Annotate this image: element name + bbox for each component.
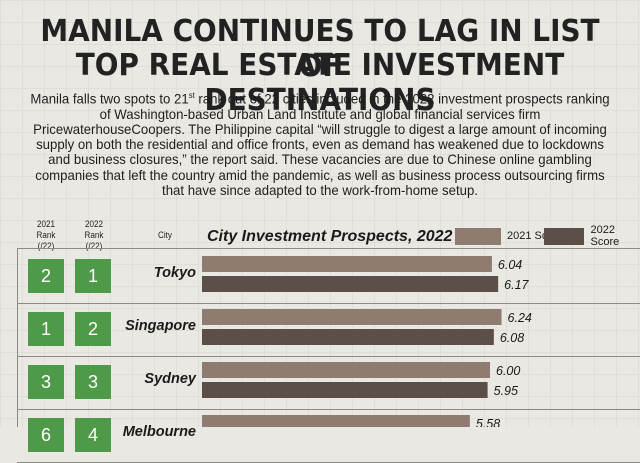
headline-line-2: TOP REAL ESTATE INVESTMENT DESTINATIONS <box>75 48 565 118</box>
bar-value-label: 6.24 <box>508 311 532 325</box>
city-label: Singapore <box>125 318 196 334</box>
bar-value-label: 6.17 <box>504 278 529 292</box>
city-label: Sydney <box>144 371 196 387</box>
bar-2022-score <box>202 276 499 292</box>
rank-2021-box: 2 <box>28 259 64 293</box>
intro-part-2: rank out of 22 cities included in the 20… <box>33 91 610 198</box>
header-rank-2021-label: Rank (/22) <box>36 230 56 251</box>
legend-label-2022: 2022 Score <box>590 224 620 248</box>
legend-swatch-2022 <box>544 227 585 245</box>
city-label: Tokyo <box>153 265 196 281</box>
bar-2021-score <box>202 415 470 427</box>
bar-chart: 6.04 6.17 6.24 6.08 6.00 5.95 5.58 <box>202 256 532 427</box>
bar-2021-score <box>202 256 492 272</box>
bar-value-label: 5.58 <box>476 417 500 427</box>
legend-swatch-2021 <box>455 227 501 245</box>
header-rank-2022-year: 2022 <box>84 219 104 229</box>
bar-value-label: 5.95 <box>494 384 518 398</box>
intro-superscript: st <box>188 91 195 100</box>
bar-value-label: 6.04 <box>498 258 522 272</box>
intro-part-1: Manila falls two spots to 21 <box>30 91 189 107</box>
bar-2021-score <box>202 362 490 378</box>
bar-2022-score <box>202 329 494 345</box>
rank-2021-box: 3 <box>28 365 64 399</box>
table-top-divider <box>17 248 640 249</box>
header-rank-2021-year: 2021 <box>36 219 56 229</box>
rank-2022-box: 1 <box>75 259 111 293</box>
chart-title: City Investment Prospects, 2022 <box>207 228 453 245</box>
rank-2022-box: 3 <box>75 365 111 399</box>
bar-2022-score <box>202 382 488 398</box>
row-divider <box>17 303 640 304</box>
intro-paragraph: Manila falls two spots to 21st rank out … <box>27 88 613 198</box>
header-rank-2022: 2022 Rank (/22) <box>76 219 112 252</box>
rank-2021-box: 1 <box>28 312 64 346</box>
bar-2021-score <box>202 309 502 325</box>
bar-value-label: 6.08 <box>500 331 524 345</box>
header-rank-2021: 2021 Rank (/22) <box>28 219 64 252</box>
legend-2022: 2022 Score <box>544 224 640 248</box>
bar-value-label: 6.00 <box>496 364 520 378</box>
row-divider <box>17 356 640 357</box>
table-left-line <box>17 248 18 427</box>
background-grid <box>0 0 640 427</box>
header-city: City <box>158 230 172 240</box>
header-rank-2022-label: Rank (/22) <box>84 230 104 251</box>
row-divider <box>17 409 640 410</box>
headline-line-1: MANILA CONTINUES TO LAG IN LIST OF <box>40 14 600 84</box>
rank-2022-box: 2 <box>75 312 111 346</box>
